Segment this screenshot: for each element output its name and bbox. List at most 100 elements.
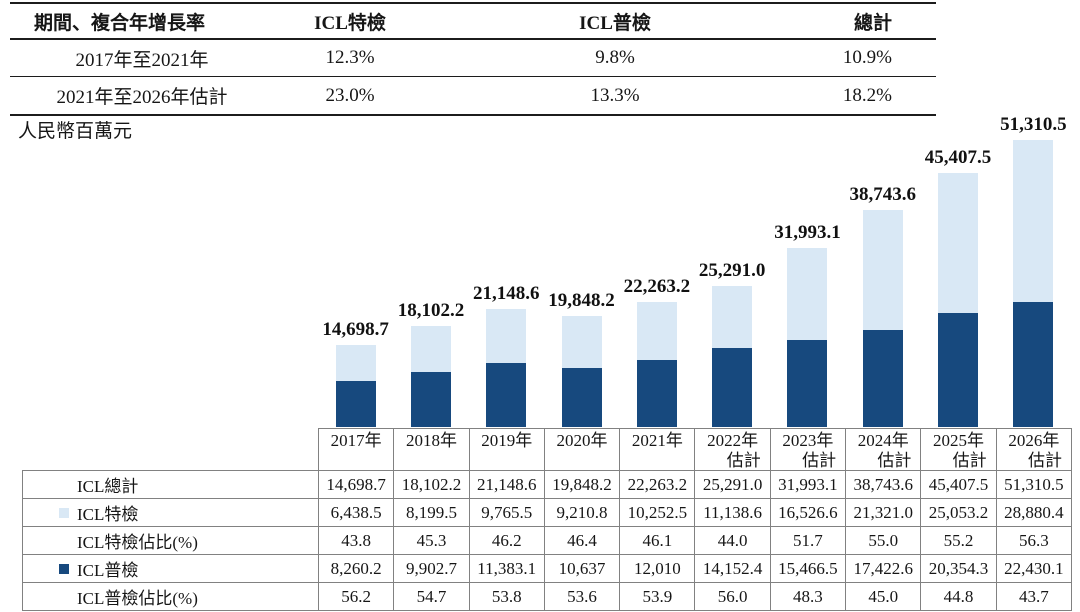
year-label: 2021年 bbox=[631, 431, 683, 450]
value-cell: 45.3 bbox=[393, 526, 470, 555]
value-cell: 56.3 bbox=[995, 526, 1072, 555]
bar-segment-icl-special bbox=[862, 210, 903, 330]
year-estimate-label: 估計 bbox=[1027, 451, 1062, 470]
value-cell: 25,291.0 bbox=[694, 470, 771, 499]
cagr-summary-table: 期間、複合年增長率 ICL特檢 ICL普檢 總計 2017年至2021年 12.… bbox=[10, 2, 936, 116]
value-cell: 53.9 bbox=[619, 582, 696, 611]
year-label: 2018年 bbox=[405, 431, 457, 450]
unit-label: 人民幣百萬元 bbox=[18, 121, 133, 142]
value-cell: 46.2 bbox=[468, 526, 545, 555]
cagr-general-cell: 9.8% bbox=[595, 47, 635, 68]
year-label: 2019年 bbox=[481, 431, 533, 450]
stacked-bar bbox=[787, 248, 828, 427]
row-label-text: ICL普檢 bbox=[77, 561, 139, 580]
cagr-general-cell: 13.3% bbox=[590, 84, 640, 106]
cagr-total-cell: 10.9% bbox=[842, 47, 892, 68]
bar-total-label: 19,848.2 bbox=[548, 289, 615, 311]
value-cell: 25,053.2 bbox=[920, 498, 997, 527]
year-label: 2024年 bbox=[857, 431, 909, 450]
bar-total-label: 51,310.5 bbox=[1000, 114, 1067, 135]
row-label-inner: ICL總計 bbox=[24, 472, 318, 497]
legend-swatch-icon bbox=[59, 563, 69, 574]
value-cell: 51.7 bbox=[769, 526, 847, 555]
bar-segment-icl-general bbox=[712, 347, 753, 427]
bar-total-label: 38,743.6 bbox=[849, 184, 917, 206]
cagr-header-icl-general: ICL普檢 bbox=[579, 12, 651, 34]
year-estimate-label: 估計 bbox=[877, 451, 912, 470]
bar-segment-icl-special bbox=[787, 248, 828, 341]
year-estimate-label: 估計 bbox=[952, 451, 987, 470]
year-label: 2025年 bbox=[933, 431, 985, 450]
value-cell: 48.3 bbox=[769, 582, 847, 611]
bar-segment-icl-special bbox=[938, 173, 979, 314]
bar-segment-icl-special bbox=[1013, 140, 1054, 302]
table-row: ICL總計 14,698.7 18,102.2 21,148.6 19,848.2 22,… bbox=[22, 470, 1072, 499]
year-header-cell: 2017年 bbox=[317, 428, 395, 471]
row-label-text: ICL特檢佔比(%) bbox=[77, 533, 198, 552]
row-label-cell: ICL普檢佔比(%) bbox=[22, 582, 319, 611]
value-cell: 19,848.2 bbox=[543, 470, 621, 499]
table-row: ICL特檢佔比(%) 43.8 45.3 46.2 46.4 46.1 44.0 51.7 55… bbox=[22, 526, 1072, 555]
value-cell: 44.0 bbox=[694, 526, 771, 555]
row-label-text: ICL特檢 bbox=[77, 505, 139, 524]
cagr-special-cell: 12.3% bbox=[325, 47, 375, 68]
row-label-cell: ICL普檢 bbox=[22, 554, 319, 583]
cagr-total-cell: 18.2% bbox=[842, 84, 892, 106]
bar-segment-icl-special bbox=[410, 325, 451, 372]
year-header-cell: 2020年 bbox=[543, 428, 621, 471]
bar-segment-icl-general bbox=[1013, 301, 1054, 427]
stacked-bar bbox=[636, 302, 677, 427]
cagr-row-2021-2026: 2021年至2026年估計 23.0% 13.3% 18.2% bbox=[10, 77, 936, 114]
year-header-cell: 2025年 估計 bbox=[920, 428, 997, 471]
value-cell: 16,526.6 bbox=[769, 498, 847, 527]
cagr-row-2017-2021: 2017年至2021年 12.3% 9.8% 10.9% bbox=[10, 40, 936, 77]
cagr-header-icl-special: ICL特檢 bbox=[314, 12, 386, 34]
value-cell: 18,102.2 bbox=[393, 470, 470, 499]
cagr-period-cell: 2021年至2026年估計 bbox=[56, 87, 228, 108]
bar-segment-icl-general bbox=[410, 371, 451, 427]
year-header-cell: 2018年 bbox=[393, 428, 470, 471]
bar-segment-icl-special bbox=[335, 344, 376, 381]
value-cell: 43.8 bbox=[317, 526, 395, 555]
row-label-inner: ICL特檢 bbox=[24, 500, 318, 525]
value-cell: 55.2 bbox=[920, 526, 997, 555]
bar-total-label: 22,263.2 bbox=[623, 276, 691, 298]
value-cell: 22,430.1 bbox=[995, 554, 1072, 583]
value-cell: 38,743.6 bbox=[845, 470, 922, 499]
cagr-period-cell: 2017年至2021年 bbox=[75, 49, 209, 71]
year-header-cell: 2019年 bbox=[468, 428, 545, 471]
stacked-bar bbox=[712, 285, 753, 427]
cagr-header-row: 期間、複合年增長率 ICL特檢 ICL普檢 總計 bbox=[10, 4, 936, 40]
bar-segment-icl-general bbox=[561, 367, 602, 427]
stacked-bar bbox=[335, 344, 376, 427]
value-cell: 53.8 bbox=[468, 582, 545, 611]
bar-segment-icl-special bbox=[712, 285, 753, 348]
stacked-bar bbox=[410, 325, 451, 427]
table-row: ICL特檢 6,438.5 8,199.5 9,765.5 9,210.8 10,252.… bbox=[22, 498, 1072, 527]
bar-total-label: 21,148.6 bbox=[473, 282, 540, 304]
bar-segment-icl-general bbox=[862, 329, 903, 427]
bar-segment-icl-special bbox=[636, 302, 677, 360]
row-label-cell: ICL總計 bbox=[22, 470, 319, 499]
value-cell: 6,438.5 bbox=[317, 498, 395, 527]
value-cell: 46.4 bbox=[543, 526, 621, 555]
legend-swatch-icon bbox=[59, 507, 69, 518]
table-row: ICL普檢 8,260.2 9,902.7 11,383.1 10,637 12,010 1… bbox=[22, 554, 1072, 583]
stacked-bar bbox=[486, 308, 527, 427]
cagr-header-total: 總計 bbox=[853, 12, 892, 34]
stacked-bar bbox=[1013, 140, 1054, 427]
year-header-cell: 2022年 估計 bbox=[694, 428, 771, 471]
bar-total-label: 31,993.1 bbox=[774, 222, 841, 244]
bar-segment-icl-general bbox=[636, 359, 677, 427]
stacked-bar bbox=[561, 315, 602, 427]
value-cell: 22,263.2 bbox=[619, 470, 696, 499]
value-cell: 14,152.4 bbox=[694, 554, 771, 583]
value-cell: 17,422.6 bbox=[845, 554, 922, 583]
bar-segment-icl-general bbox=[486, 363, 527, 427]
stacked-bar bbox=[938, 173, 979, 427]
value-cell: 21,148.6 bbox=[468, 470, 545, 499]
stacked-bar bbox=[862, 210, 903, 427]
bar-total-label: 45,407.5 bbox=[924, 147, 992, 169]
row-label-inner: ICL普檢佔比(%) bbox=[24, 584, 318, 609]
